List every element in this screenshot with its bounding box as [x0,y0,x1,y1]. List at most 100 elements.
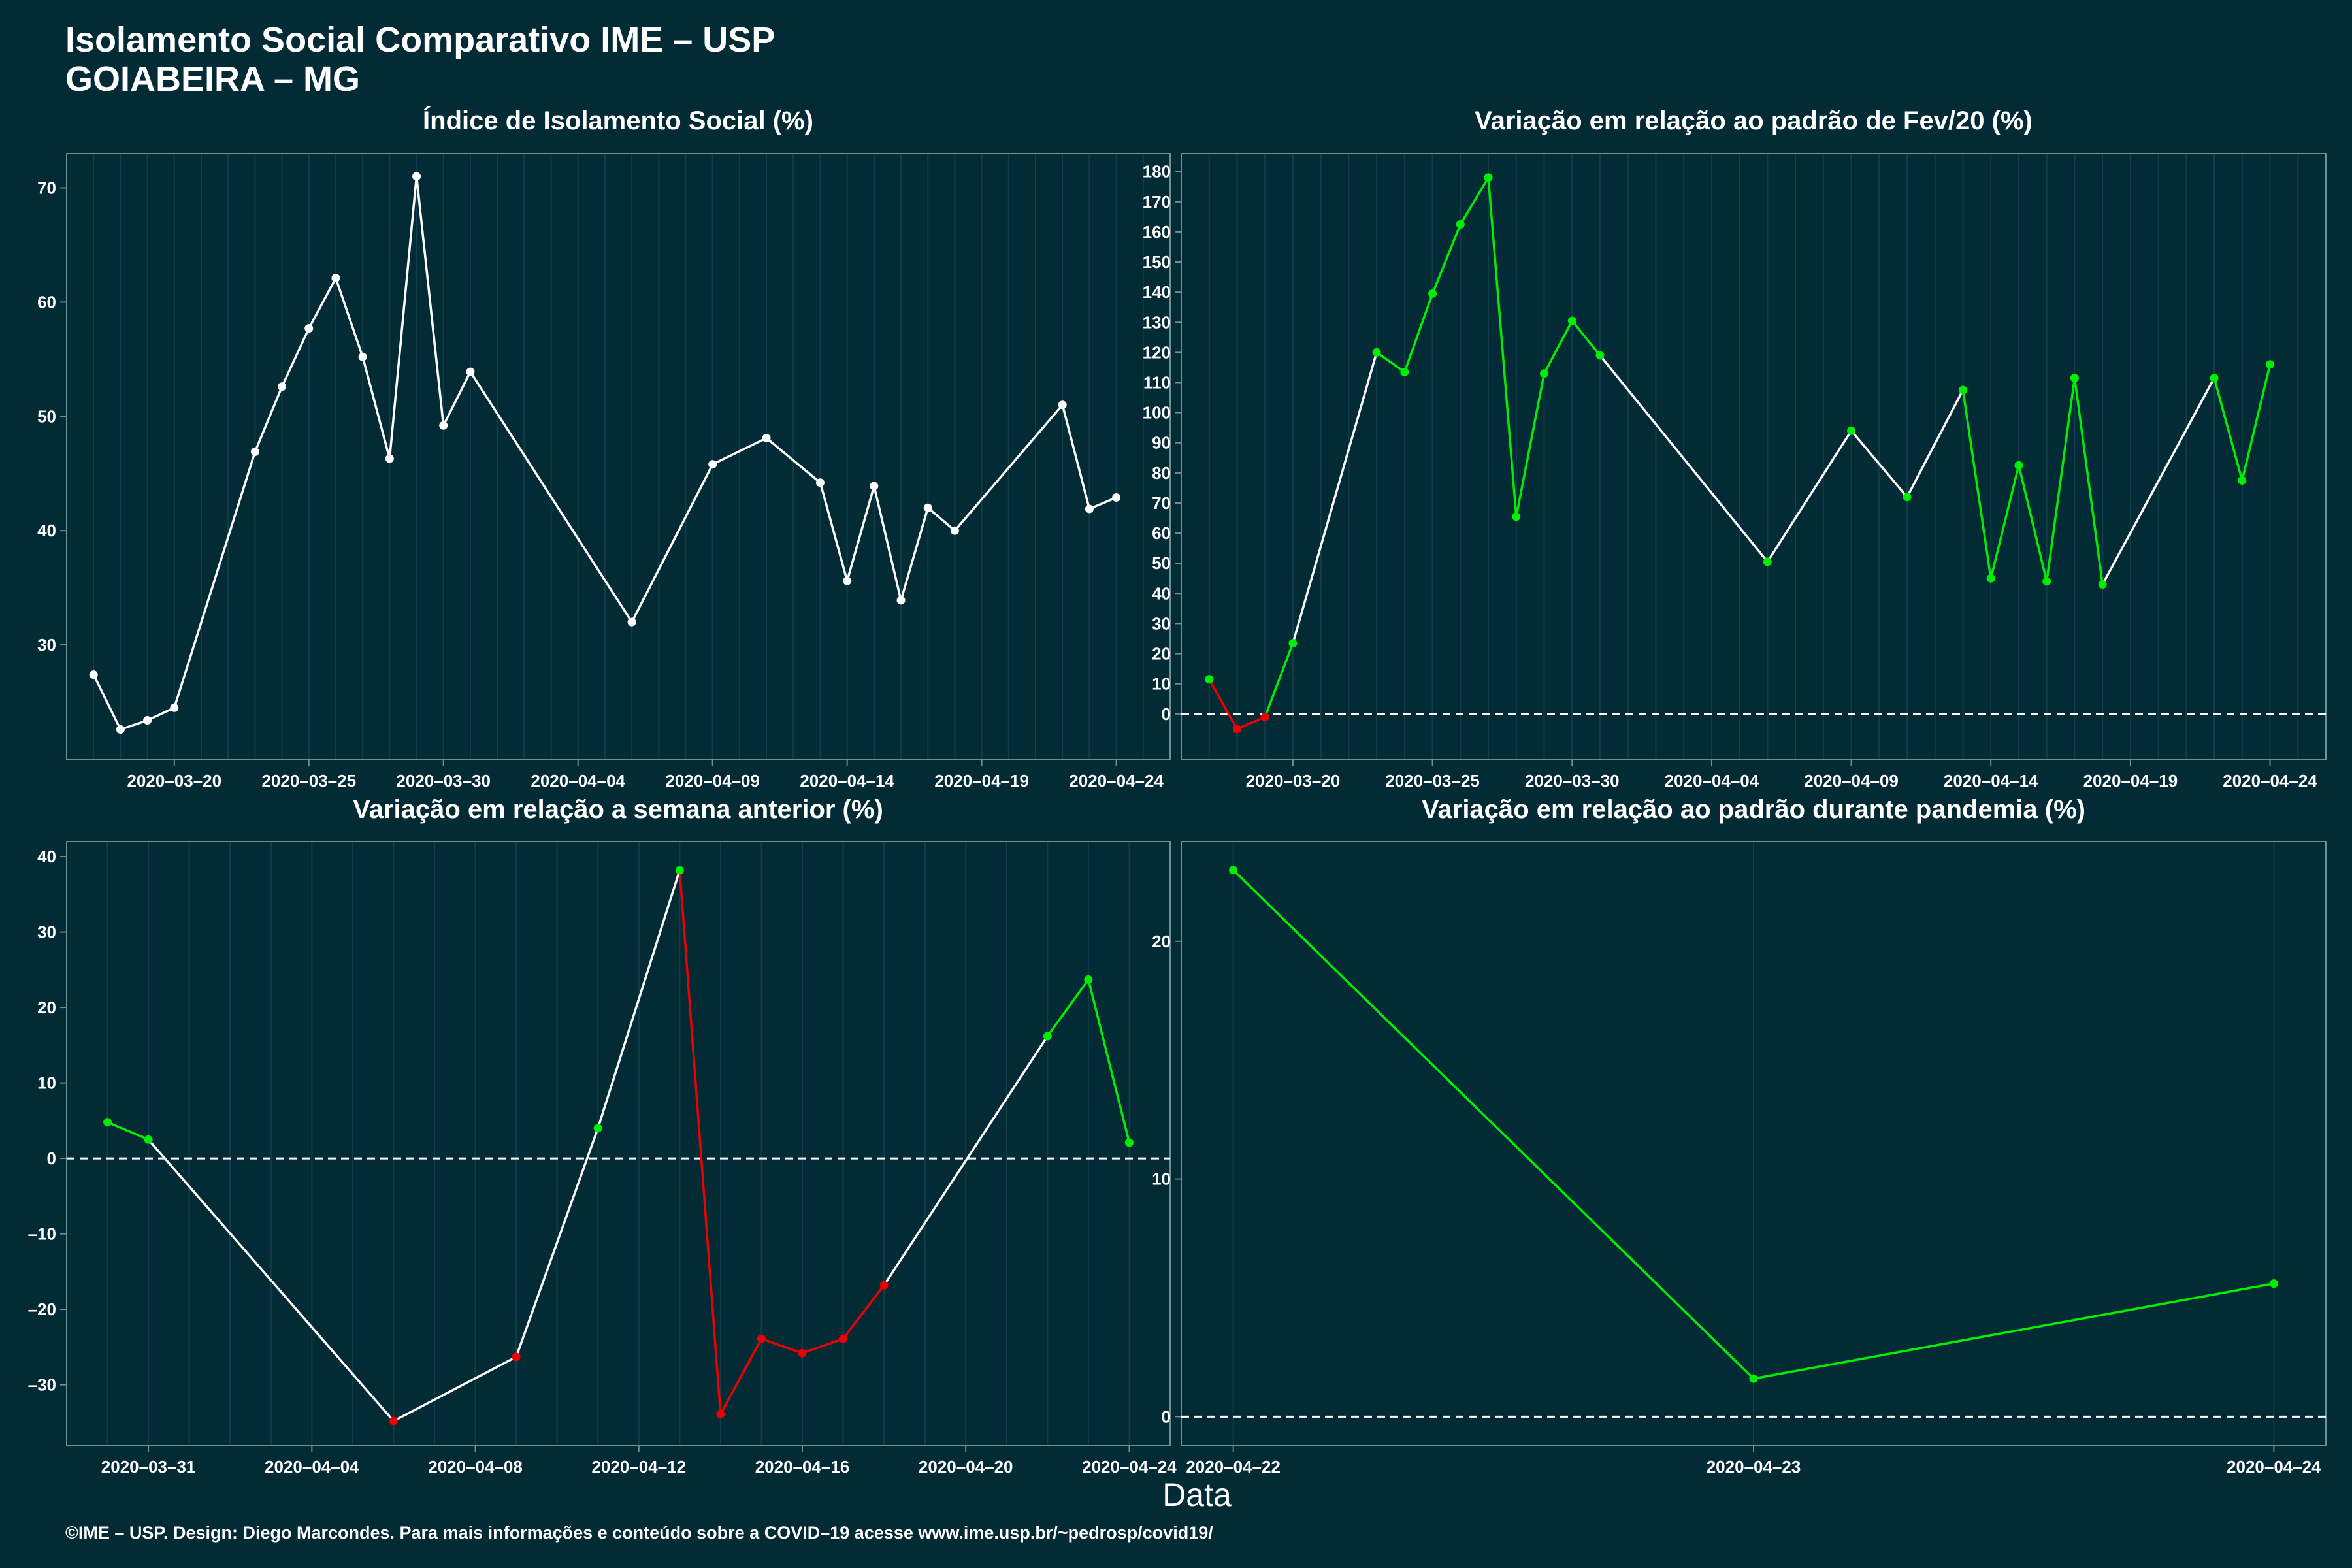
y-tick-label: –20 [28,1299,56,1319]
panel-title: Variação em relação a semana anterior (%… [353,795,883,824]
series-line-segment [927,506,956,532]
x-tick-label: 2020–03–20 [127,771,221,791]
series-line-segment [1459,176,1490,225]
x-tick-label: 2020–04–08 [428,1457,523,1477]
data-point [757,1334,766,1343]
data-point [1903,493,1912,502]
data-point [1958,385,1967,395]
x-tick-label: 2020–04–04 [531,771,625,791]
y-tick-label: 110 [1143,373,1171,393]
series-line-segment [842,1284,885,1340]
y-tick-label: 170 [1143,192,1171,212]
data-point [144,1135,153,1144]
data-point [708,460,717,469]
series-line-segment [2213,378,2244,481]
series-line-segment [92,674,122,730]
series-line-segment [2045,378,2076,582]
x-tick-label: 2020–04–23 [1707,1457,1801,1477]
data-point [1124,1138,1134,1147]
y-tick-label: –10 [28,1224,56,1244]
data-point [1085,504,1094,514]
data-point [466,367,475,376]
series-line-segment [1046,979,1090,1037]
series-line-segment [1088,496,1117,510]
series-line-segment [1571,319,1601,357]
data-point [278,382,287,391]
data-point [116,725,125,734]
plot-frame [66,841,1171,1446]
data-point [2042,577,2051,586]
series-line-segment [442,371,472,427]
x-tick-label: 2020–04–09 [665,771,760,791]
x-tick-label: 2020–04–12 [591,1457,686,1477]
y-tick-label: 20 [1152,644,1171,664]
data-point [843,576,852,585]
data-point [439,421,448,430]
x-tick-label: 2020–03–30 [1525,771,1620,791]
panel-variacao-pandemia: Variação em relação ao padrão durante pa… [1152,795,2327,1477]
series-line-segment [515,1128,599,1358]
y-tick-label: 50 [1152,553,1171,573]
series-line-segment [954,404,1064,532]
x-tick-label: 2020–03–31 [101,1457,196,1477]
y-tick-label: 0 [1162,1407,1171,1426]
series-line-segment [120,719,148,731]
series-line-segment [335,278,364,357]
series-line-segment [630,463,714,623]
series-line-segment [1515,373,1546,517]
y-tick-label: 30 [37,635,56,655]
x-tick-label: 2020–04–04 [265,1457,359,1477]
series-line-segment [1232,869,1755,1380]
data-point [1058,400,1067,410]
series-line-segment [1766,430,1853,563]
y-tick-label: 180 [1143,162,1171,182]
plot-frame [66,153,1171,760]
y-tick-label: 0 [47,1149,56,1168]
x-tick-label: 2020–04–24 [2227,1457,2321,1477]
series-line-segment [596,870,681,1129]
series-line-segment [1961,389,1992,579]
series-line-segment [802,1337,844,1354]
data-point [1595,351,1605,360]
y-tick-label: 60 [1152,523,1171,543]
y-tick-label: 70 [37,178,56,197]
data-point [143,716,152,725]
data-point [2098,580,2107,589]
series-line-segment [1487,177,1518,517]
data-point [1567,316,1576,325]
series-line-segment [845,485,875,581]
series-line-segment [819,482,849,581]
data-point [1288,638,1298,647]
x-axis-label: Data [1162,1477,1232,1513]
series-line-segment [1850,430,1908,498]
data-point [512,1352,521,1362]
series-line-segment [469,371,633,623]
y-tick-label: 50 [37,406,56,426]
data-point [2238,476,2247,485]
data-point [1484,173,1493,182]
y-tick-label: 130 [1143,312,1171,332]
data-point [1229,866,1238,875]
data-point [815,478,825,487]
series-line-segment [1753,1282,2274,1380]
x-tick-label: 2020–04–22 [1186,1457,1281,1477]
y-tick-label: 20 [37,998,56,1017]
y-tick-label: 120 [1143,342,1171,362]
data-point [1428,289,1437,298]
panel-isolamento: Índice de Isolamento Social (%) 2020–03–2… [37,106,1171,791]
data-point [923,503,932,512]
data-point [304,324,314,333]
data-point [103,1118,112,1127]
x-tick-label: 2020–03–25 [261,771,356,791]
data-point [950,526,959,535]
series-line-segment [900,507,929,601]
series-line-segment [760,1337,803,1354]
y-tick-label: 10 [37,1073,56,1093]
y-tick-label: 70 [1152,493,1171,513]
x-tick-label: 2020–04–14 [800,771,894,791]
data-point [1043,1032,1052,1041]
series-line-segment [388,176,418,459]
x-tick-label: 2020–04–19 [2083,771,2178,791]
y-tick-label: 10 [1152,674,1171,694]
y-tick-label: 140 [1143,282,1171,302]
